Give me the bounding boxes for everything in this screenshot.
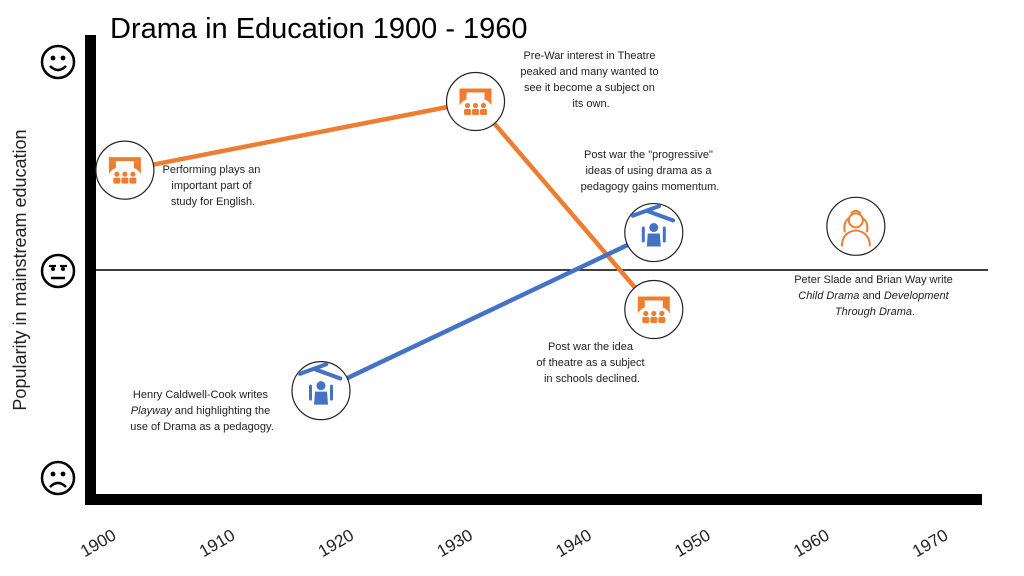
x-tick-label: 1960 xyxy=(790,526,832,561)
x-tick-label: 1900 xyxy=(77,526,119,561)
theatre-stage-icon xyxy=(445,71,506,132)
y-axis-line xyxy=(85,35,96,505)
data-markers xyxy=(95,71,886,421)
annotation-slade-way: Peter Slade and Brian Way write Child Dr… xyxy=(794,274,956,318)
x-tick-label: 1970 xyxy=(909,526,951,561)
theatre-stage-icon xyxy=(95,140,155,200)
x-tick-label: 1940 xyxy=(553,526,595,561)
x-tick-label: 1920 xyxy=(315,526,357,561)
x-tick-label: 1910 xyxy=(196,526,238,561)
series-line-1 xyxy=(320,230,655,393)
puppet-icon xyxy=(624,202,684,263)
x-tick-labels: 1900 1910 1920 1930 1940 1950 1960 1970 xyxy=(77,526,951,561)
annotation-progressive: Post war the "progressive" ideas of usin… xyxy=(581,149,720,193)
happy-face-icon xyxy=(40,44,76,80)
annotation-prewar: Pre-War interest in Theatre peaked and m… xyxy=(520,50,661,110)
puppet-icon xyxy=(291,361,351,421)
x-axis-line xyxy=(85,494,982,505)
x-tick-label: 1930 xyxy=(434,526,476,561)
child-icon xyxy=(826,196,886,256)
x-tick-label: 1950 xyxy=(671,526,713,561)
chart-title: Drama in Education 1900 - 1960 xyxy=(110,13,528,45)
y-axis-label: Popularity in mainstream education xyxy=(10,129,30,410)
neutral-face-icon xyxy=(40,253,76,289)
annotation-caldwell-cook: Henry Caldwell-Cook writes Playway and h… xyxy=(130,389,274,433)
annotation-declined: Post war the idea of theatre as a subjec… xyxy=(536,341,647,385)
annotation-performing: Performing plays an important part of st… xyxy=(163,164,264,208)
theatre-stage-icon xyxy=(624,279,684,340)
sad-face-icon xyxy=(40,460,76,496)
